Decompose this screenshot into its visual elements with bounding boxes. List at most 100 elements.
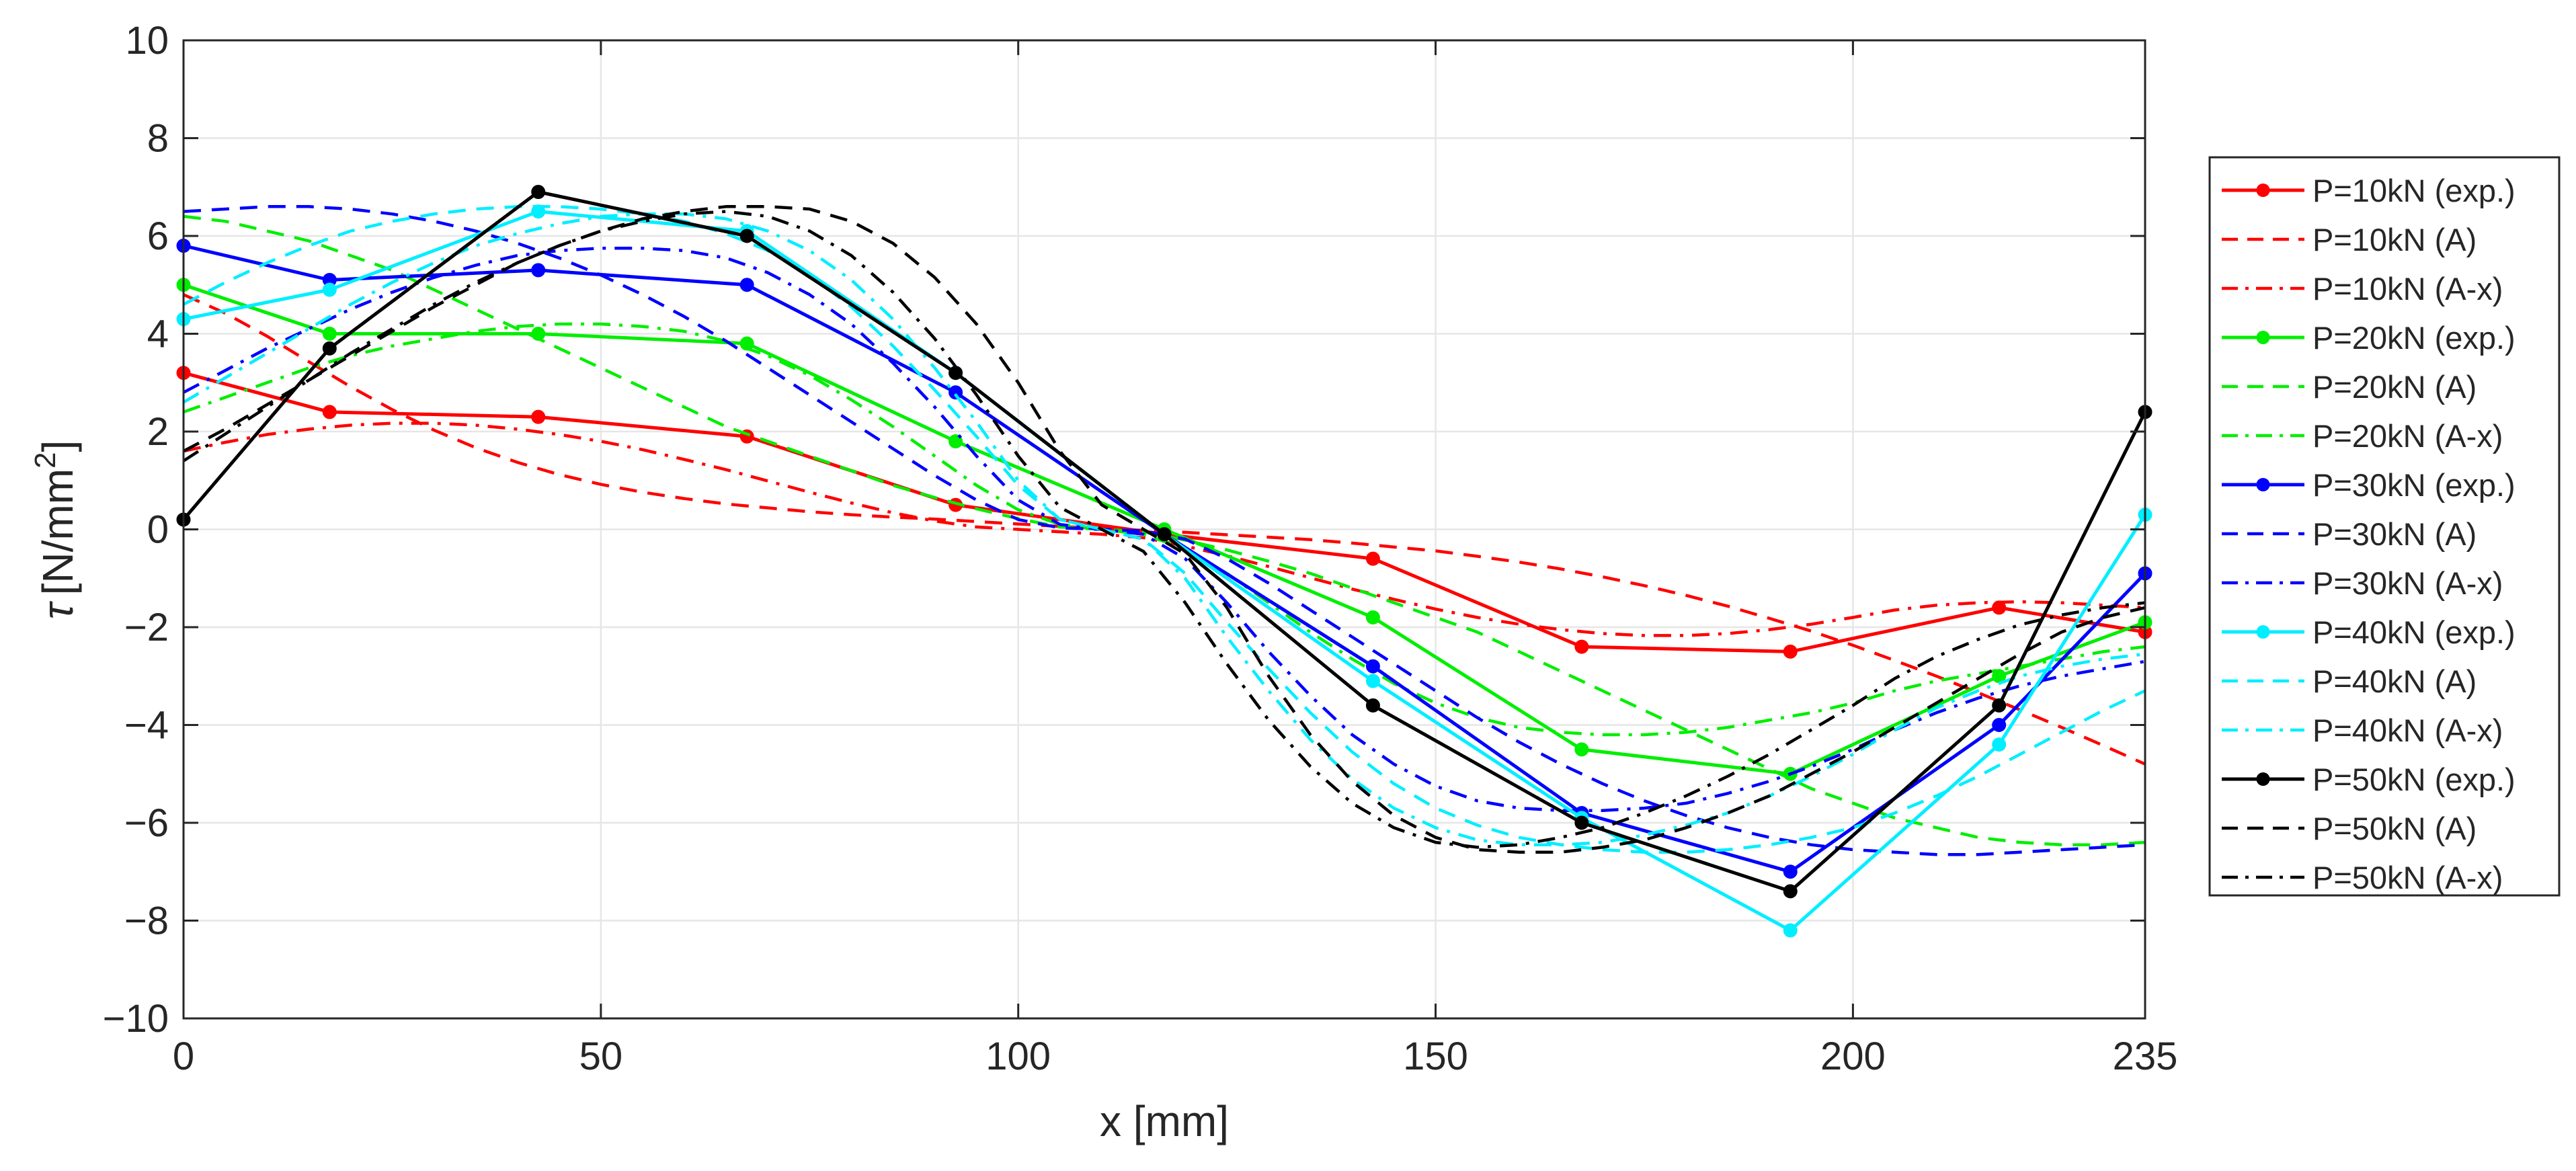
series-line-p20-dashdot	[183, 322, 2146, 737]
data-point-p30	[531, 263, 546, 278]
legend-item: P=50kN (A)	[2222, 811, 2477, 846]
data-point-p50	[322, 341, 337, 356]
data-point-p10	[1574, 639, 1589, 654]
x-tick-label: 100	[985, 1035, 1051, 1078]
legend-item: P=10kN (A-x)	[2222, 271, 2503, 307]
data-point-p30	[739, 278, 754, 292]
series-line-p20-dash	[183, 214, 2146, 846]
legend-item: P=30kN (A)	[2222, 516, 2477, 552]
y-axis-exponent: 2	[29, 452, 62, 468]
legend-label: P=50kN (exp.)	[2312, 762, 2515, 797]
data-point-p50	[1574, 815, 1589, 830]
legend-label: P=10kN (A)	[2312, 222, 2477, 257]
data-point-p20	[739, 336, 754, 351]
data-point-p40	[1992, 737, 2007, 752]
data-point-p20	[322, 327, 337, 341]
legend-marker	[2256, 625, 2270, 639]
legend-label: P=10kN (A-x)	[2312, 271, 2503, 307]
series-line-p10-dashdot	[183, 421, 2146, 637]
series-p20-dash	[183, 214, 2146, 846]
x-tick-label: 200	[1820, 1035, 1886, 1078]
data-point-p20	[1365, 610, 1380, 624]
data-point-p50	[1783, 884, 1798, 899]
data-point-p30	[1365, 659, 1380, 674]
legend-label: P=10kN (exp.)	[2312, 173, 2515, 208]
y-tick-label: 8	[147, 117, 169, 161]
legend-item: P=30kN (A-x)	[2222, 565, 2503, 601]
legend-box	[2208, 156, 2561, 897]
series-p50-dash	[182, 205, 2146, 854]
y-tick-label: 2	[147, 410, 169, 454]
data-point-p10	[1783, 644, 1798, 659]
legend-item: P=10kN (A)	[2222, 222, 2477, 257]
legend-label: P=40kN (A)	[2312, 663, 2477, 699]
legend-item: P=40kN (exp.)	[2222, 614, 2515, 650]
series-p20-dashdot	[183, 322, 2146, 737]
legend-marker	[2256, 478, 2270, 491]
series-p30-dashdot	[182, 246, 2146, 813]
series-p40-dash	[182, 205, 2146, 854]
data-point-p50	[1992, 698, 2007, 713]
x-tick-label: 150	[1403, 1035, 1468, 1078]
ticks: 0 50 100 150 200 235 10 8 6 4 2 0 −2 −4 −6 −8 −10	[103, 19, 2178, 1078]
legend-label: P=20kN (A-x)	[2312, 418, 2503, 454]
legend-label: P=20kN (exp.)	[2312, 320, 2515, 356]
y-axis-close: ]	[34, 440, 82, 452]
y-tick-label: −8	[124, 899, 169, 943]
y-tick-label: 10	[125, 19, 169, 63]
legend: P=10kN (exp.) P=10kN (A) P=10kN (A-x) P=20k…	[2208, 156, 2561, 897]
legend-item: P=40kN (A-x)	[2222, 713, 2503, 748]
data-point-p50	[531, 185, 546, 200]
series-p50-dashdot	[182, 210, 2146, 849]
series-p50-exp	[176, 185, 2152, 899]
legend-item: P=50kN (exp.)	[2222, 762, 2515, 797]
series-line-p30-dashdot	[182, 246, 2146, 813]
series-p40-dashdot	[182, 212, 2146, 846]
data-point-p10	[322, 405, 337, 419]
x-tick-label: 235	[2113, 1035, 2178, 1078]
legend-label: P=40kN (A-x)	[2312, 713, 2503, 748]
legend-item: P=20kN (exp.)	[2222, 320, 2515, 356]
data-point-p30	[1783, 864, 1798, 879]
legend-label: P=30kN (A-x)	[2312, 565, 2503, 601]
legend-marker	[2256, 184, 2270, 197]
data-point-p50	[739, 229, 754, 243]
legend-label: P=30kN (A)	[2312, 516, 2477, 552]
data-point-p50	[1365, 698, 1380, 713]
legend-label: P=40kN (exp.)	[2312, 614, 2515, 650]
legend-item: P=30kN (exp.)	[2222, 467, 2515, 503]
y-tick-label: 4	[147, 313, 169, 356]
data-point-p30	[1992, 718, 2007, 732]
data-point-p10	[531, 409, 546, 424]
data-point-p40	[1783, 923, 1798, 938]
y-tick-label: −2	[124, 606, 169, 649]
y-axis-title: τ [N/mm2]	[29, 440, 82, 620]
data-point-p50	[1157, 527, 1172, 542]
series-line-p50-dashdot	[182, 210, 2146, 849]
legend-item: P=50kN (A-x)	[2222, 860, 2503, 895]
legend-marker	[2256, 331, 2270, 344]
data-point-p40	[531, 204, 546, 219]
legend-label: P=30kN (exp.)	[2312, 467, 2515, 503]
legend-item: P=10kN (exp.)	[2222, 173, 2515, 208]
series-layer	[176, 185, 2152, 938]
data-point-p20	[1574, 742, 1589, 757]
y-tick-label: 0	[147, 508, 169, 552]
legend-label: P=20kN (A)	[2312, 369, 2477, 405]
legend-label: P=50kN (A-x)	[2312, 860, 2503, 895]
series-p10-dashdot	[183, 421, 2146, 637]
legend-marker	[2256, 772, 2270, 786]
legend-label: P=50kN (A)	[2312, 811, 2477, 846]
y-tick-label: −6	[124, 801, 169, 845]
series-line-p40-dash	[182, 205, 2146, 854]
series-line-p40-dashdot	[182, 212, 2146, 846]
x-tick-label: 0	[173, 1035, 194, 1078]
data-point-p20	[949, 434, 963, 449]
legend-item: P=20kN (A-x)	[2222, 418, 2503, 454]
y-axis-unit: [N/mm	[34, 469, 82, 595]
y-axis-symbol: τ	[34, 600, 82, 619]
data-point-p10	[1365, 551, 1380, 566]
x-tick-label: 50	[579, 1035, 623, 1078]
